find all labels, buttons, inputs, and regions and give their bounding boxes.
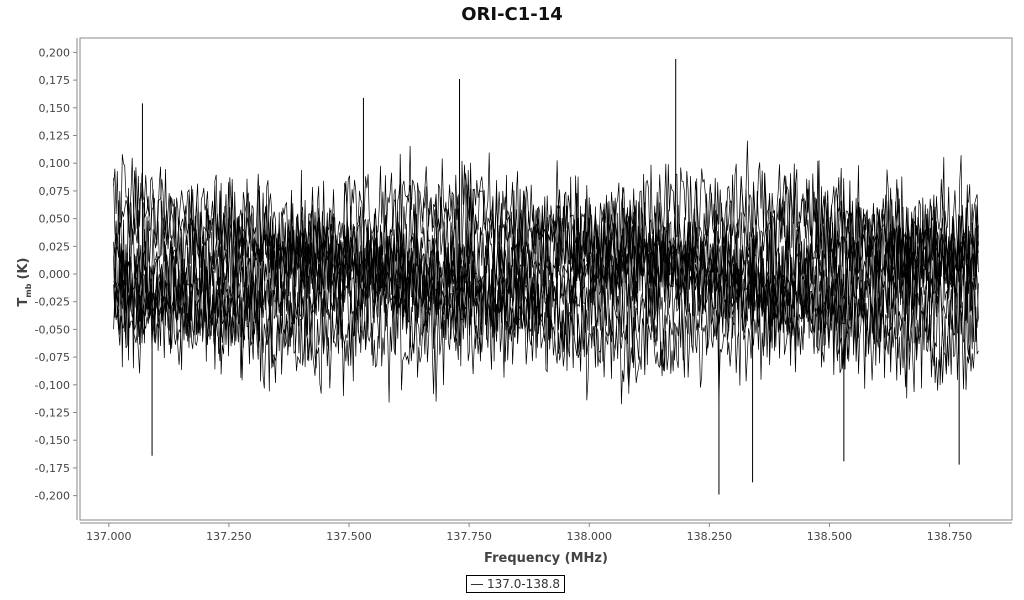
x-axis-ticks: 137.000 137.250 137.500 137.750 138.000 138.2… <box>86 523 972 543</box>
y-tick-label: -0,175 <box>35 462 70 475</box>
plot-frame <box>79 37 1013 521</box>
y-tick-label: 0,200 <box>39 46 71 59</box>
y-axis-label: Tmb(K) <box>16 258 33 307</box>
legend-label: 137.0-138.8 <box>487 577 561 591</box>
y-tick-label: -0,100 <box>35 379 70 392</box>
legend: 137.0-138.8 <box>466 575 566 593</box>
y-tick-label: 0,150 <box>39 102 71 115</box>
y-axis-ticks: 0,200 0,175 0,150 0,125 0,100 0,075 0,050 0,025… <box>35 46 77 503</box>
x-tick-label: 137.750 <box>446 530 492 543</box>
x-tick-label: 137.250 <box>206 530 252 543</box>
y-tick-label: 0,050 <box>39 213 71 226</box>
y-tick-label: 0,125 <box>39 130 71 143</box>
spectrum-scan-line <box>113 241 979 394</box>
y-tick-label: 0,100 <box>39 157 71 170</box>
y-tick-label: -0,075 <box>35 351 70 364</box>
legend-swatch <box>471 584 483 585</box>
y-tick-label: -0,150 <box>35 434 70 447</box>
x-tick-label: 137.500 <box>326 530 372 543</box>
x-tick-label: 138.750 <box>927 530 973 543</box>
y-tick-label: -0,125 <box>35 407 70 420</box>
chart-title: ORI-C1-14 <box>461 4 563 25</box>
x-tick-label: 138.500 <box>807 530 853 543</box>
x-tick-label: 138.000 <box>566 530 612 543</box>
y-tick-label: 0,025 <box>39 240 71 253</box>
x-axis-label: Frequency (MHz) <box>484 551 608 566</box>
y-tick-label: -0,200 <box>35 490 70 503</box>
spectrum-scan-line <box>113 207 979 354</box>
y-tick-label: -0,025 <box>35 296 70 309</box>
y-tick-label: 0,000 <box>39 268 71 281</box>
spectrum-scan-line <box>113 192 979 342</box>
x-tick-label: 138.250 <box>687 530 733 543</box>
series-group <box>113 59 979 495</box>
x-tick-label: 137.000 <box>86 530 132 543</box>
y-tick-label: -0,050 <box>35 323 70 336</box>
y-tick-label: 0,075 <box>39 185 71 198</box>
y-tick-label: 0,175 <box>39 74 71 87</box>
